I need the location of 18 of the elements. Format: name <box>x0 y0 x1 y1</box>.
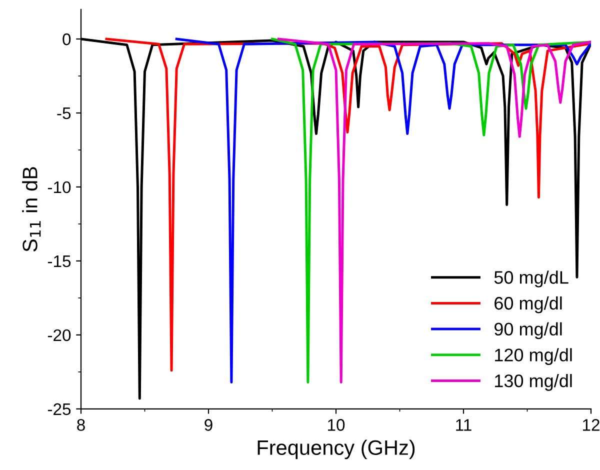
legend-label: 120 mg/dl <box>495 348 572 365</box>
y-tick-label: -20 <box>48 329 71 342</box>
legend-label: 90 mg/dl <box>494 322 562 340</box>
x-axis-title: Frequency (GHz) <box>258 440 415 460</box>
x-tick-label: 8 <box>77 419 85 431</box>
y-tick-label: -15 <box>48 256 71 268</box>
x-tick-label: 12 <box>583 419 600 431</box>
y-tick-label: -5 <box>57 108 71 120</box>
legend-label: 50 mg/dL <box>494 270 568 288</box>
y-tick-label: -10 <box>48 181 71 194</box>
x-tick-label: 10 <box>328 419 345 431</box>
x-tick-label: 11 <box>456 419 472 431</box>
y-tick-label: -25 <box>48 403 71 416</box>
x-tick-label: 9 <box>204 419 212 431</box>
y-axis-title: S$_{11}$ in dB <box>22 167 41 252</box>
legend-label: 130 mg/dl <box>495 374 572 391</box>
legend-label: 60 mg/dl <box>494 296 562 314</box>
y-tick-label: 0 <box>62 33 71 46</box>
